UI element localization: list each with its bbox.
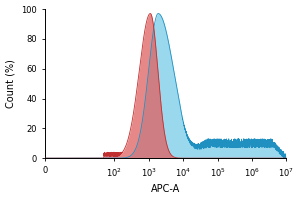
- Y-axis label: Count (%): Count (%): [6, 59, 16, 108]
- X-axis label: APC-A: APC-A: [151, 184, 180, 194]
